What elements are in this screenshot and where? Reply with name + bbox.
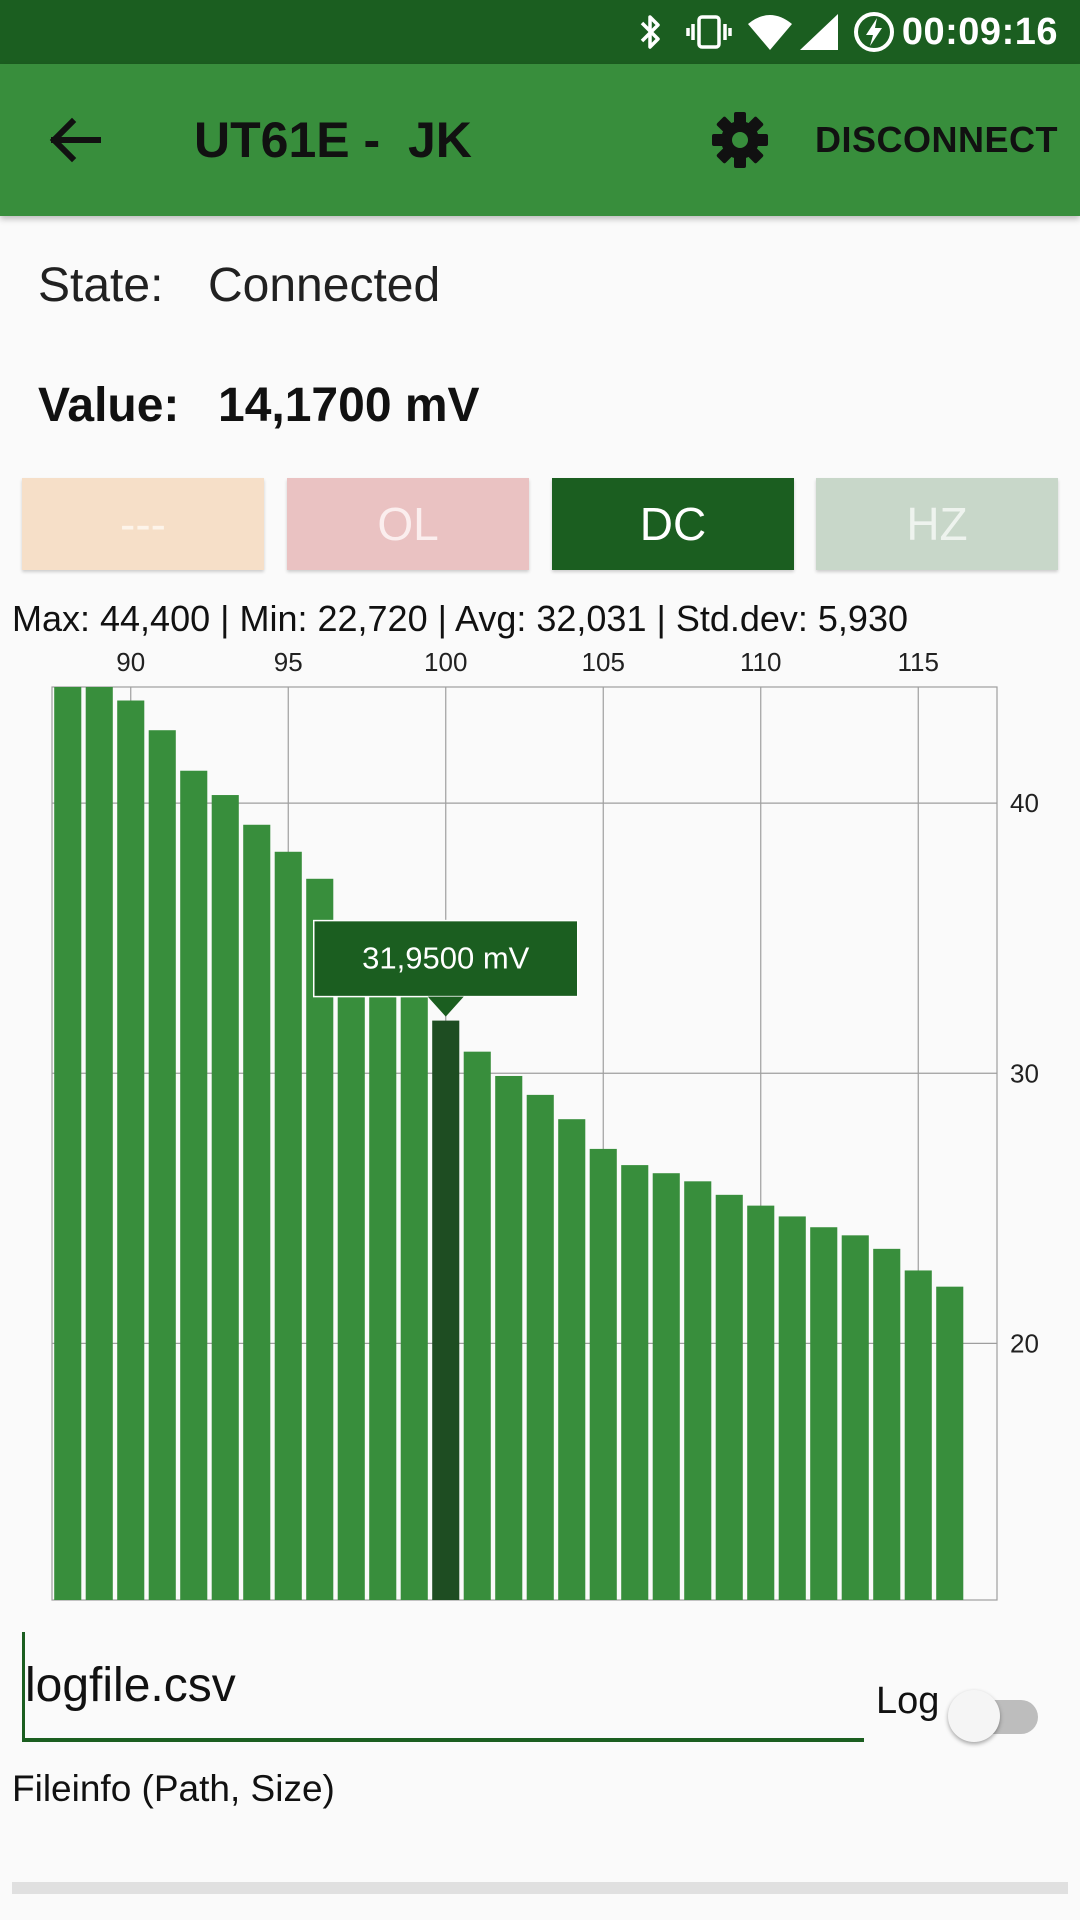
stats-summary: Max: 44,400 | Min: 22,720 | Avg: 32,031 … [12,598,908,639]
mode-button-hz[interactable]: HZ [816,478,1058,570]
bar [715,1194,743,1600]
bar [810,1227,838,1600]
wifi-icon [746,0,794,64]
bar [400,970,428,1600]
bar [778,1216,806,1600]
bar [873,1248,901,1600]
tooltip-box [313,919,579,998]
x-axis-ticks: 90 95 100 105 110 115 [116,647,939,677]
x-tick-label: 115 [898,647,939,677]
bar [684,1181,712,1600]
value-label: Value: [38,379,180,432]
bottom-divider [12,1882,1068,1894]
mode-button-ol[interactable]: OL [287,478,529,570]
x-tick-label: 105 [582,647,625,677]
bar [841,1235,869,1600]
y-tick-label: 40 [1010,788,1039,818]
plot-frame [51,686,998,1601]
bar [558,1119,586,1600]
value-reading: 14,1700 mV [218,379,480,432]
log-toggle-switch[interactable] [948,1682,1044,1748]
app-toolbar: UT61E - JK DISCONNECT [0,64,1080,216]
bluetooth-icon [636,0,666,64]
bar [85,687,113,1600]
bar [274,851,302,1600]
arrow-back-icon[interactable] [42,106,110,174]
chart-bars [54,687,964,1600]
mode-button-none[interactable]: --- [22,478,264,570]
bar [652,1173,680,1600]
switch-thumb [948,1690,1000,1742]
bar [337,922,365,1600]
bar [243,824,271,1600]
bar [54,687,82,1600]
state-value: Connected [208,259,441,312]
x-tick-label: 110 [740,647,781,677]
bar [148,730,176,1600]
battery-charging-icon [852,0,896,64]
bar [463,1051,491,1600]
bar [211,795,239,1600]
fileinfo-text: Fileinfo (Path, Size) [12,1768,335,1809]
x-tick-label: 100 [424,647,467,677]
tooltip-pointer [427,996,464,1017]
bar [747,1205,775,1600]
bar [495,1075,523,1600]
log-switch-label: Log [876,1680,940,1722]
state-row: State: Connected [38,258,440,313]
y-tick-label: 20 [1010,1328,1039,1358]
page-title: UT61E - JK [194,112,472,168]
bar [180,770,208,1600]
bar [936,1286,964,1600]
bar [526,1094,554,1600]
bar-chart[interactable]: 90 95 100 105 110 115 20 30 40 31,9500 mV [0,640,1080,1610]
gear-icon[interactable] [708,108,772,172]
logfile-name-input[interactable] [22,1632,864,1742]
y-tick-label: 30 [1010,1058,1039,1088]
bar [117,700,145,1600]
signal-icon [798,0,840,64]
mode-button-dc[interactable]: DC [552,478,794,570]
bar [306,878,334,1600]
bar-highlighted [432,1020,460,1600]
bar [589,1148,617,1600]
state-label: State: [38,259,164,312]
x-tick-label: 90 [116,647,145,677]
bar [621,1165,649,1600]
bar [904,1270,932,1600]
status-bar: 00:09:16 [0,0,1080,64]
bar [369,943,397,1600]
vibrate-icon [684,0,734,64]
tooltip-text: 31,9500 mV [362,941,529,976]
x-tick-label: 95 [274,647,303,677]
bar-tooltip: 31,9500 mV [313,919,579,1017]
y-axis-ticks: 20 30 40 [1010,788,1039,1358]
value-row: Value: 14,1700 mV [38,378,480,433]
disconnect-button[interactable]: DISCONNECT [814,119,1058,160]
clock: 00:09:16 [901,11,1058,53]
